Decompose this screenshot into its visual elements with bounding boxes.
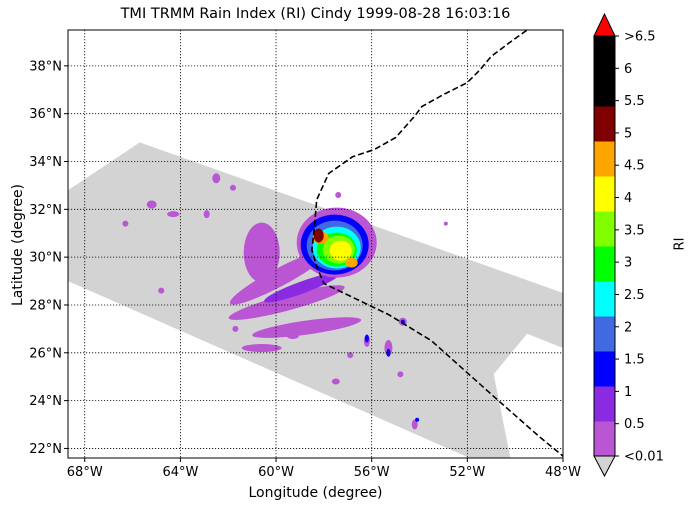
scattered-rain-cell	[230, 184, 236, 191]
map-frame	[67, 29, 564, 459]
colorbar-tick-label: 4.5	[624, 159, 645, 174]
colorbar-tick-label: 5.5	[624, 94, 645, 109]
scattered-rain-cell	[232, 325, 239, 332]
colorbar-tick-label: >6.5	[624, 30, 656, 45]
colorbar-tick-label: 3.5	[624, 223, 645, 238]
y-tick-label: 26°N	[29, 346, 62, 361]
y-axis: 22°N 24°N 26°N 28°N 30°N 32°N 34°N 36°N 38°N	[29, 59, 68, 457]
colorbar-segment	[594, 211, 615, 247]
y-tick-label: 32°N	[29, 203, 62, 218]
x-tick-label: 68°W	[67, 465, 103, 480]
eyewall-core	[329, 240, 352, 261]
scattered-rain-cell	[347, 352, 354, 359]
colorbar-tick-label: 2	[624, 320, 632, 335]
colorbar-tick-label: 1.5	[624, 353, 645, 368]
colorbar-segment	[594, 351, 615, 387]
colorbar-segment	[594, 316, 615, 352]
scattered-rain-cell	[397, 371, 404, 378]
colorbar-segment	[594, 71, 615, 107]
x-tick-label: 56°W	[354, 465, 390, 480]
y-tick-label: 30°N	[29, 251, 62, 266]
rain-band	[228, 285, 345, 320]
scattered-rain-cell	[212, 173, 221, 184]
colorbar-segment	[594, 176, 615, 212]
colorbar-frame	[593, 35, 616, 457]
x-tick-label: 52°W	[449, 465, 485, 480]
heavy-rain-cell	[345, 257, 358, 268]
heavy-rain-cell	[313, 228, 324, 243]
rain-layer	[122, 173, 448, 430]
scattered-rain-cell	[364, 334, 369, 343]
colorbar-segment	[594, 386, 615, 422]
x-tick-label: 60°W	[258, 465, 294, 480]
colorbar-segment	[594, 106, 615, 142]
y-tick-label: 34°N	[29, 155, 62, 170]
scattered-rain-cell	[167, 211, 180, 218]
scattered-rain-cell	[411, 419, 418, 430]
colorbar-min-extension	[593, 455, 616, 478]
y-axis-label: Latitude (degree)	[10, 183, 26, 307]
colorbar-tick-label: 3	[624, 256, 632, 271]
colorbar-segment	[594, 421, 615, 457]
colorbar-tick-label: 2.5	[624, 288, 645, 303]
scattered-rain-cell	[203, 210, 210, 219]
y-tick-label: 38°N	[29, 59, 62, 74]
scattered-rain-cell	[286, 333, 299, 340]
colorbar-max-extension	[593, 12, 616, 37]
chart-title: TMI TRMM Rain Index (RI) Cindy 1999-08-2…	[120, 6, 511, 22]
colorbar-tick-label: 0.5	[624, 417, 645, 432]
x-tick-label: 48°W	[545, 465, 581, 480]
colorbar-tick-label: <0.01	[624, 450, 664, 465]
colorbar: <0.01 0.5 1 1.5 2 2.5 3 3.5 4 4.5 5 5.5 6 >6.5	[593, 12, 664, 478]
rain-band	[264, 272, 340, 303]
x-tick-label: 64°W	[162, 465, 198, 480]
y-tick-label: 22°N	[29, 442, 62, 457]
rain-band	[229, 250, 328, 305]
colorbar-segment	[594, 141, 615, 177]
scattered-rain-cell	[443, 221, 448, 226]
colorbar-tick-label: 1	[624, 385, 632, 400]
colorbar-segment	[594, 36, 615, 72]
colorbar-tick-label: 5	[624, 126, 632, 141]
rain-band	[243, 222, 280, 283]
scattered-rain-cell	[241, 344, 282, 353]
scattered-rain-cell	[384, 340, 393, 357]
y-tick-label: 28°N	[29, 298, 62, 313]
scattered-rain-cell	[122, 220, 129, 227]
colorbar-segment	[594, 246, 615, 282]
colorbar-tick-label: 4	[624, 191, 632, 206]
rain-band	[252, 317, 362, 338]
storm-track-line	[311, 30, 563, 458]
scattered-rain-cell	[386, 348, 391, 357]
y-tick-label: 24°N	[29, 394, 62, 409]
scattered-rain-cell	[335, 191, 342, 198]
scattered-rain-cell	[158, 287, 165, 294]
y-tick-label: 36°N	[29, 107, 62, 122]
gridlines	[68, 30, 563, 458]
scattered-rain-cell	[146, 200, 157, 209]
track-layer	[311, 30, 563, 458]
colorbar-tick-label: 6	[624, 62, 632, 77]
scattered-rain-cell	[331, 378, 340, 385]
scattered-rain-cell	[415, 417, 420, 422]
colorbar-label: RI	[672, 237, 688, 251]
colorbar-segment	[594, 281, 615, 317]
x-axis: 68°W 64°W 60°W 56°W 52°W 48°W	[67, 458, 581, 480]
x-axis-label: Longitude (degree)	[248, 485, 383, 501]
